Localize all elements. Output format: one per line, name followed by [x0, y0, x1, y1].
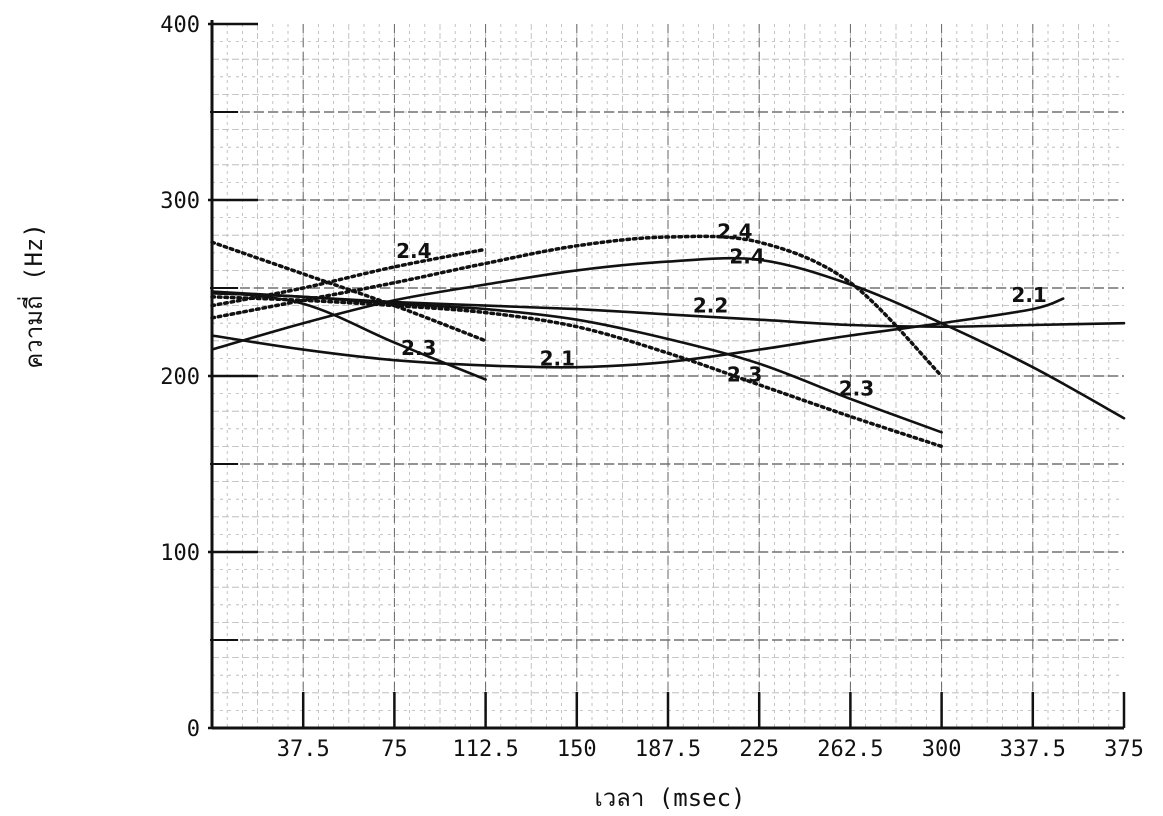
series-line-2-4-dotted	[210, 247, 488, 308]
series-annotations: 2.42.3 2.12.22.42.42.32.32.1	[396, 220, 1047, 401]
series-line-2-3-dotted	[210, 240, 488, 343]
series-annotation-label: 2.3	[839, 376, 874, 400]
series-annotation-label: 2.3	[401, 336, 436, 360]
x-tick-label: 187.5	[635, 737, 701, 762]
x-tick-label: 37.5	[277, 737, 330, 762]
major-grid	[212, 24, 1124, 728]
x-tick-label: 112.5	[452, 737, 518, 762]
y-tick-label: 0	[187, 717, 200, 742]
series-line-2-1-solid	[210, 297, 1065, 369]
y-axis-ticks: 0 100 200 300 400	[160, 13, 258, 742]
series-line-2-4-dotted	[210, 234, 944, 378]
y-tick-label: 300	[160, 189, 200, 214]
y-tick-label: 100	[160, 541, 200, 566]
series-annotation-label: 2.4	[396, 239, 431, 263]
x-tick-label: 337.5	[1000, 737, 1066, 762]
series-line-2-3-dotted	[210, 295, 944, 449]
x-axis-ticks: 37.5 75 112.5 150 187.5 225 262.5 300 337.5 375	[277, 692, 1144, 762]
series-line-unlabeled-solid	[210, 290, 487, 381]
x-tick-label: 150	[557, 737, 597, 762]
series-annotation-label: 2.1	[1011, 283, 1046, 307]
x-axis-title: เวลา (msec)	[594, 784, 745, 812]
x-tick-label: 262.5	[817, 737, 883, 762]
x-tick-label: 75	[381, 737, 408, 762]
y-tick-label: 200	[160, 365, 200, 390]
series-annotation-label: 2.4	[729, 244, 764, 268]
x-tick-label: 225	[739, 737, 779, 762]
y-tick-label: 400	[160, 13, 200, 38]
series-annotation-label: 2.4	[717, 220, 752, 244]
x-tick-label: 300	[922, 737, 962, 762]
series-annotation-label: 2.3	[727, 362, 762, 386]
y-axis-title: ความถี่ (Hz)	[17, 223, 48, 369]
series-annotation-label: 2.2	[693, 294, 728, 318]
x-tick-label: 375	[1104, 737, 1144, 762]
series-annotation-label: 2.1	[540, 346, 575, 370]
series-line-2-4-solid	[210, 256, 1126, 420]
series-line-2-3-solid	[210, 292, 943, 434]
series-group	[210, 234, 1126, 449]
